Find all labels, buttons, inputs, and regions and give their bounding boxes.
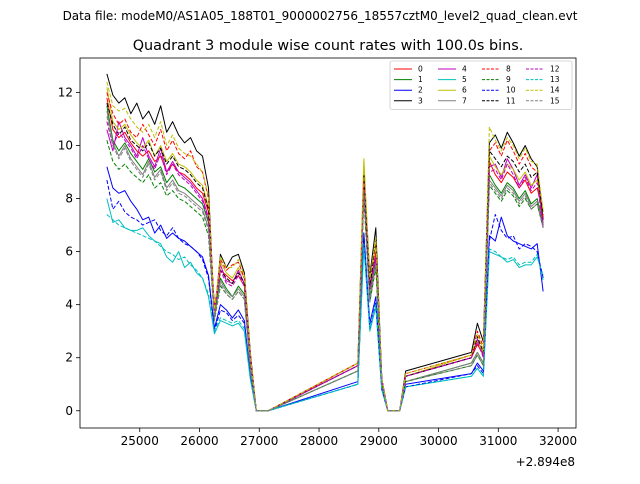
series-line-3	[106, 73, 544, 412]
legend-label-5: 5	[462, 75, 467, 84]
legend-label-8: 8	[506, 65, 511, 74]
legend-frame	[389, 60, 573, 110]
series-line-12	[106, 121, 544, 412]
y-tick-label-2: 4	[65, 298, 73, 312]
legend-label-12: 12	[550, 65, 560, 74]
legend-label-14: 14	[550, 86, 560, 95]
series-line-15	[106, 116, 544, 412]
x-offset-label: +2.894e8	[516, 455, 575, 469]
legend-label-7: 7	[462, 96, 467, 105]
y-tick-label-6: 12	[58, 85, 73, 99]
legend-label-13: 13	[550, 75, 560, 84]
legend-label-6: 6	[462, 86, 467, 95]
axes-layer: 25000 26000 27000 28000 29000 30000 31000 32000…	[58, 85, 577, 448]
y-tick-label-5: 10	[58, 139, 73, 153]
series-line-5	[106, 198, 544, 412]
suptitle: Data file: modeM0/AS1A05_188T01_90000027…	[63, 9, 578, 23]
y-tick-label-0: 0	[65, 404, 73, 418]
x-tick-label-3: 28000	[300, 434, 338, 448]
x-tick-label-7: 32000	[539, 434, 577, 448]
y-tick-label-1: 2	[65, 351, 73, 365]
y-tick-label-4: 8	[65, 192, 73, 206]
legend-label-11: 11	[506, 96, 516, 105]
legend-label-0: 0	[418, 65, 423, 74]
x-tick-label-6: 31000	[479, 434, 517, 448]
series-layer	[106, 73, 544, 412]
series-line-14	[106, 81, 544, 412]
series-line-2	[106, 166, 544, 412]
legend-label-10: 10	[506, 86, 516, 95]
legend-label-2: 2	[418, 86, 423, 95]
plot-area-frame	[79, 57, 577, 429]
series-line-13	[106, 214, 544, 412]
legend-label-4: 4	[462, 65, 467, 74]
series-line-11	[106, 102, 544, 412]
x-tick-label-2: 27000	[240, 434, 278, 448]
legend-label-9: 9	[506, 75, 511, 84]
series-line-10	[106, 179, 544, 412]
x-tick-label-1: 26000	[180, 434, 218, 448]
legend-label-15: 15	[550, 96, 560, 105]
chart-title: Quadrant 3 module wise count rates with …	[133, 38, 524, 54]
series-line-8	[106, 92, 544, 412]
x-tick-label-0: 25000	[121, 434, 159, 448]
y-tick-label-3: 6	[65, 245, 73, 259]
legend-label-1: 1	[418, 75, 423, 84]
legend-label-3: 3	[418, 96, 423, 105]
x-tick-label-5: 30000	[419, 434, 457, 448]
series-line-1	[106, 105, 544, 412]
x-tick-label-4: 29000	[360, 434, 398, 448]
